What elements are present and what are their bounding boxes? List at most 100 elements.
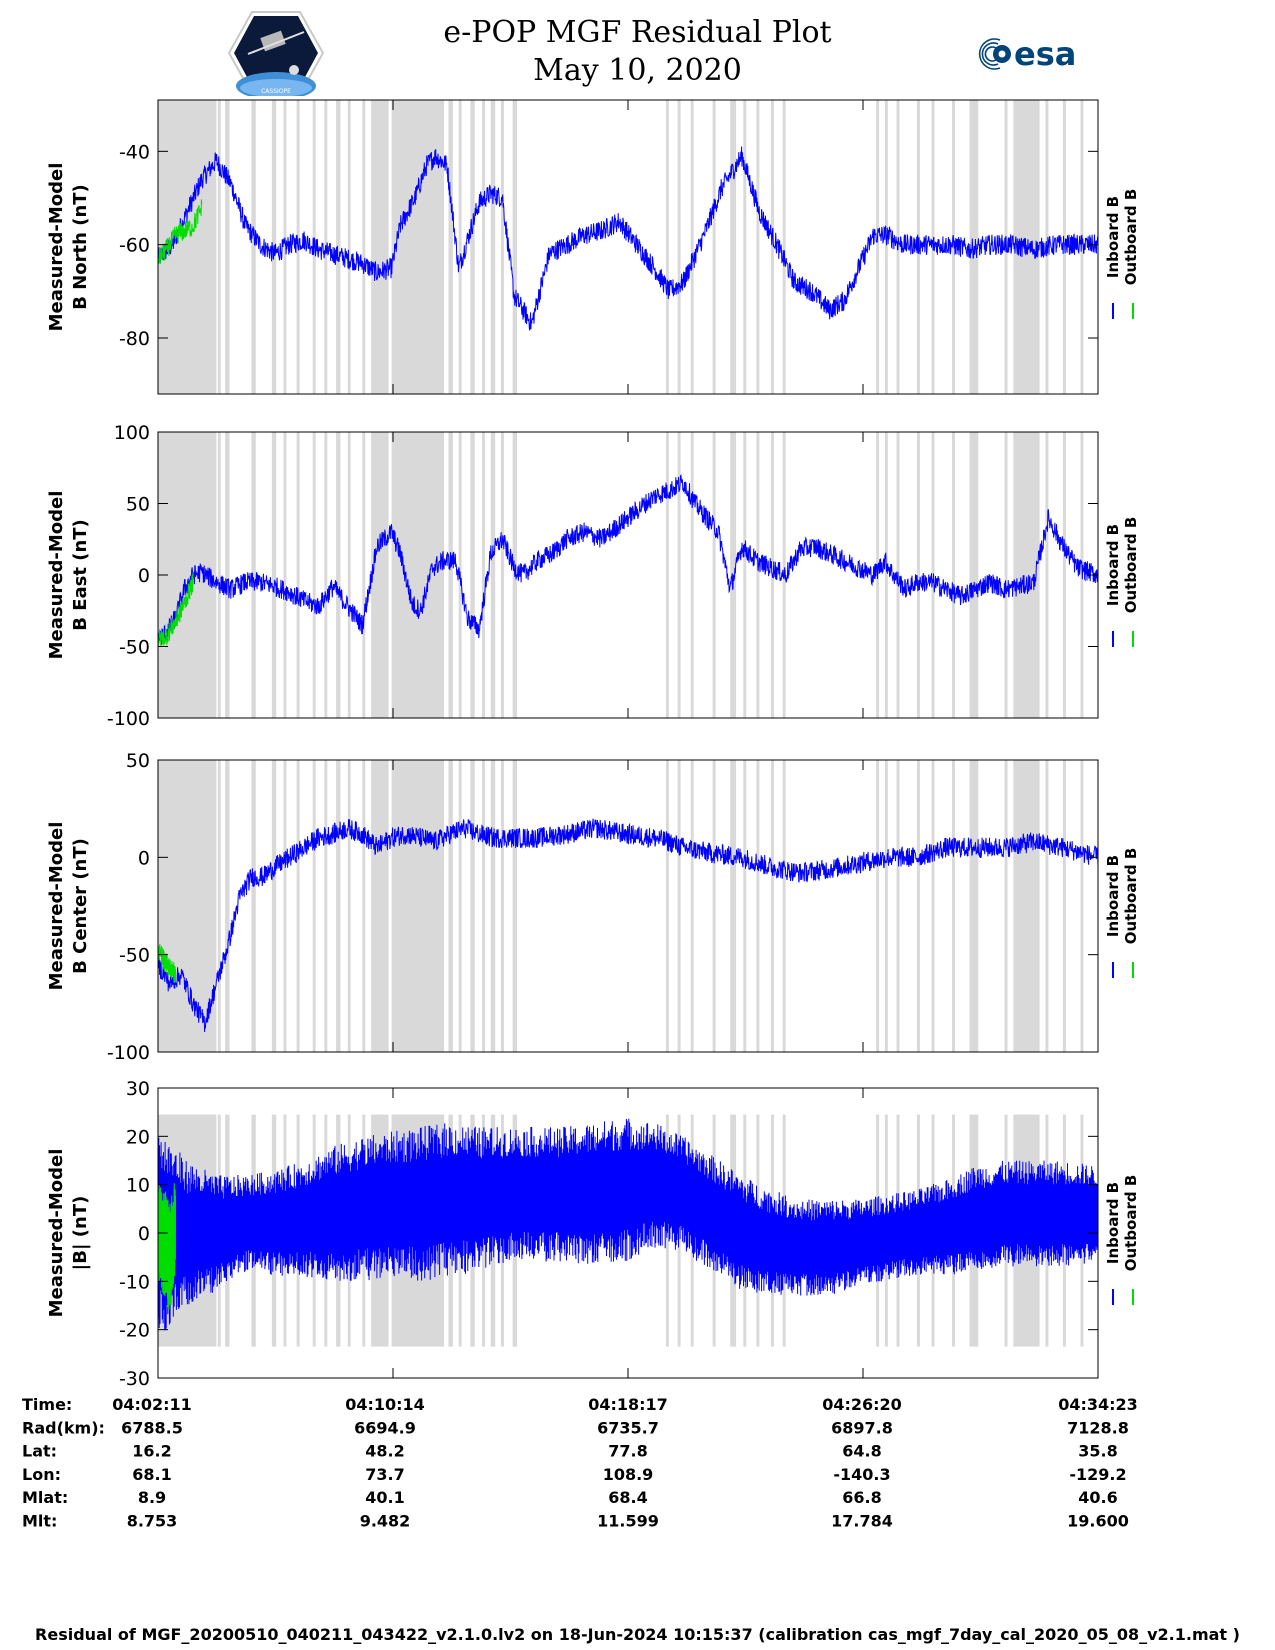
shaded-interval — [969, 432, 979, 718]
shaded-interval — [756, 432, 760, 718]
legend-label: Outboard B — [1122, 189, 1140, 286]
shaded-interval — [362, 432, 366, 718]
shaded-interval — [917, 432, 920, 718]
shaded-interval — [782, 100, 786, 394]
esa-logo: esa — [978, 35, 1076, 73]
table-cell: 6694.9 — [354, 1418, 416, 1437]
row-label: Mlt: — [22, 1512, 57, 1531]
legend-label: Inboard B — [1104, 1182, 1122, 1264]
shaded-interval — [917, 760, 920, 1052]
shaded-interval — [884, 100, 888, 394]
y-axis-label: B Center (nT) — [70, 838, 91, 974]
cassiope-logo: CASSIOPE — [228, 11, 324, 96]
esa-logo-text: esa — [1014, 35, 1076, 73]
legend-label: Outboard B — [1122, 1175, 1140, 1272]
shaded-interval — [470, 100, 475, 394]
shaded-interval — [665, 760, 669, 1052]
shaded-interval — [931, 760, 935, 1052]
legend-label: Outboard B — [1122, 517, 1140, 614]
table-cell: 73.7 — [365, 1465, 404, 1484]
row-label: Lat: — [22, 1442, 57, 1461]
table-cell: -129.2 — [1069, 1465, 1126, 1484]
shaded-interval — [1045, 432, 1049, 718]
shaded-interval — [225, 100, 230, 394]
table-cell: 8.9 — [138, 1488, 166, 1507]
table-cell: 04:02:11 — [112, 1395, 192, 1414]
shaded-interval — [771, 100, 774, 394]
table-cell: 68.1 — [132, 1465, 171, 1484]
table-cell: 04:10:14 — [345, 1395, 425, 1414]
shaded-interval — [271, 760, 277, 1052]
table-cell: 16.2 — [132, 1442, 171, 1461]
y-tick-label: 100 — [114, 422, 150, 444]
y-tick-label: -80 — [119, 328, 150, 350]
row-label: Lon: — [22, 1465, 61, 1484]
legend-label: Outboard B — [1122, 848, 1140, 945]
table-cell: 77.8 — [608, 1442, 647, 1461]
shaded-interval — [251, 432, 256, 718]
shaded-interval — [677, 100, 681, 394]
shaded-interval — [347, 100, 351, 394]
footer-note: Residual of MGF_20200510_040211_043422_v… — [35, 1625, 1240, 1644]
legend-label: Inboard B — [1104, 196, 1122, 278]
table-cell: 04:34:23 — [1058, 1395, 1138, 1414]
table-cell: 8.753 — [127, 1512, 178, 1531]
shaded-interval — [217, 100, 221, 394]
shaded-interval — [217, 432, 221, 718]
shaded-interval — [743, 100, 747, 394]
shaded-interval — [371, 100, 389, 394]
shaded-interval — [876, 100, 880, 394]
table-cell: 48.2 — [365, 1442, 404, 1461]
legend-label: Inboard B — [1104, 524, 1122, 606]
shaded-interval — [743, 432, 747, 718]
shaded-interval — [712, 100, 716, 394]
series-line-outboard-b — [158, 1183, 176, 1310]
y-axis-label: |B| (nT) — [70, 1196, 91, 1271]
table-cell: 6788.5 — [121, 1418, 183, 1437]
table-cell: 40.6 — [1078, 1488, 1117, 1507]
row-label: Time: — [22, 1395, 72, 1414]
shaded-interval — [756, 100, 760, 394]
shaded-interval — [490, 432, 496, 718]
series-line-inboard-b — [158, 1118, 1098, 1331]
shaded-interval — [677, 1114, 681, 1347]
shaded-interval — [677, 760, 681, 1052]
series-line-inboard-b — [158, 146, 1098, 331]
shaded-interval — [756, 760, 760, 1052]
shaded-interval — [501, 432, 504, 718]
shaded-interval — [225, 432, 230, 718]
shaded-interval — [448, 760, 453, 1052]
shaded-interval — [336, 100, 341, 394]
shaded-interval — [501, 100, 504, 394]
y-tick-label: -50 — [119, 945, 150, 967]
shaded-interval — [677, 432, 681, 718]
y-tick-label: 0 — [138, 1223, 150, 1245]
y-axis-label: B East (nT) — [70, 519, 91, 631]
table-cell: 108.9 — [603, 1465, 654, 1484]
shaded-interval — [665, 100, 669, 394]
table-cell: 17.784 — [831, 1512, 893, 1531]
shaded-interval — [225, 760, 230, 1052]
shaded-interval — [283, 760, 287, 1052]
shaded-interval — [312, 760, 316, 1052]
row-label: Mlat: — [22, 1488, 68, 1507]
table-cell: 9.482 — [360, 1512, 411, 1531]
shaded-interval — [371, 760, 389, 1052]
shaded-interval — [371, 432, 389, 718]
row-label: Rad(km): — [22, 1418, 105, 1437]
shaded-interval — [512, 760, 518, 1052]
table-cell: 66.8 — [842, 1488, 881, 1507]
ephemeris-table: Time: Rad(km): Lat: Lon: Mlat: Mlt: 04:02:11 67… — [22, 1395, 1138, 1531]
shaded-interval — [1013, 760, 1040, 1052]
shaded-interval — [336, 432, 341, 718]
y-tick-label: -60 — [119, 235, 150, 257]
shaded-interval — [336, 760, 341, 1052]
shaded-interval — [482, 760, 485, 1052]
shaded-interval — [283, 100, 287, 394]
shaded-interval — [1080, 100, 1084, 394]
shaded-interval — [458, 100, 462, 394]
shaded-interval — [665, 432, 669, 718]
shaded-interval — [251, 760, 256, 1052]
shaded-interval — [324, 760, 328, 1052]
